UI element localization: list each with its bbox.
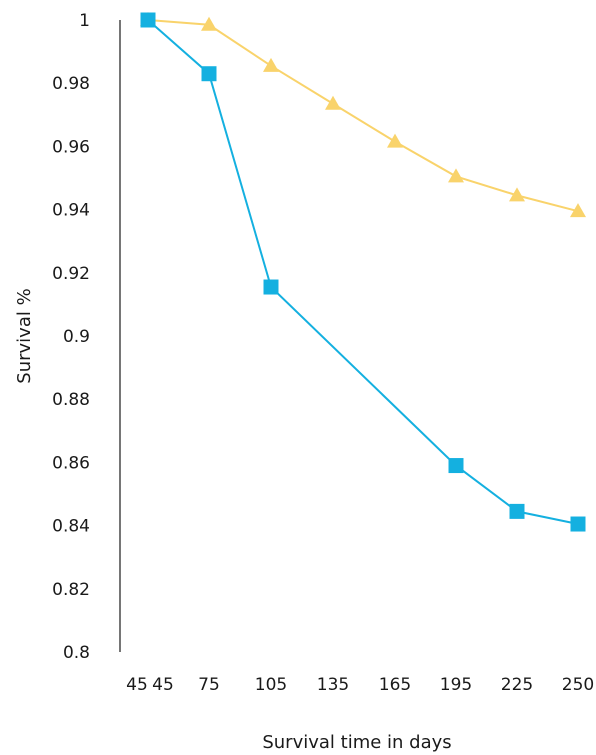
data-point-square: [140, 12, 156, 28]
data-point-triangle: [570, 203, 586, 218]
x-tick-label: 105: [255, 675, 287, 695]
y-axis-label: Survival %: [14, 288, 35, 383]
series-2: [140, 12, 586, 532]
data-point-square: [263, 279, 279, 295]
y-tick-label: 0.88: [52, 390, 90, 410]
data-point-triangle: [387, 133, 403, 148]
data-point-square: [509, 503, 525, 519]
y-tick-label: 0.82: [52, 580, 90, 600]
x-axis-label: Survival time in days: [262, 732, 451, 753]
x-tick-label: 45: [152, 675, 174, 695]
x-tick-label: 195: [440, 675, 472, 695]
series-line: [147, 19, 579, 525]
series-layer: [140, 12, 586, 532]
x-tick-label: 45: [126, 675, 148, 695]
data-point-square: [448, 458, 464, 474]
y-tick-label: 0.94: [52, 201, 90, 221]
series-line: [147, 19, 579, 213]
y-tick-label: 0.86: [52, 453, 90, 473]
y-tick-label: 0.92: [52, 264, 90, 284]
y-tick-label: 1: [79, 11, 90, 31]
data-point-triangle: [448, 168, 464, 183]
data-point-triangle: [201, 16, 217, 31]
x-tick-label: 250: [562, 675, 594, 695]
data-point-square: [570, 516, 586, 532]
x-tick-label: 75: [198, 675, 220, 695]
y-tick-label: 0.84: [52, 517, 90, 537]
y-tick-label: 0.9: [63, 327, 90, 347]
x-tick-label: 225: [501, 675, 533, 695]
y-tick-labels: 0.8 0.82 0.84 0.86 0.88 0.9 0.92 0.94 0.96 0.98 1: [52, 11, 90, 663]
data-point-square: [201, 66, 217, 82]
x-tick-label: 135: [317, 675, 349, 695]
x-tick-label: 165: [379, 675, 411, 695]
data-point-triangle: [325, 95, 341, 110]
data-point-triangle: [263, 57, 279, 72]
x-tick-labels: 45 45 75 105 135 165 195 225 250: [126, 675, 594, 695]
data-point-triangle: [509, 187, 525, 202]
y-tick-label: 0.8: [63, 643, 90, 663]
series-1: [140, 12, 586, 218]
y-tick-label: 0.98: [52, 74, 90, 94]
y-tick-label: 0.96: [52, 137, 90, 157]
